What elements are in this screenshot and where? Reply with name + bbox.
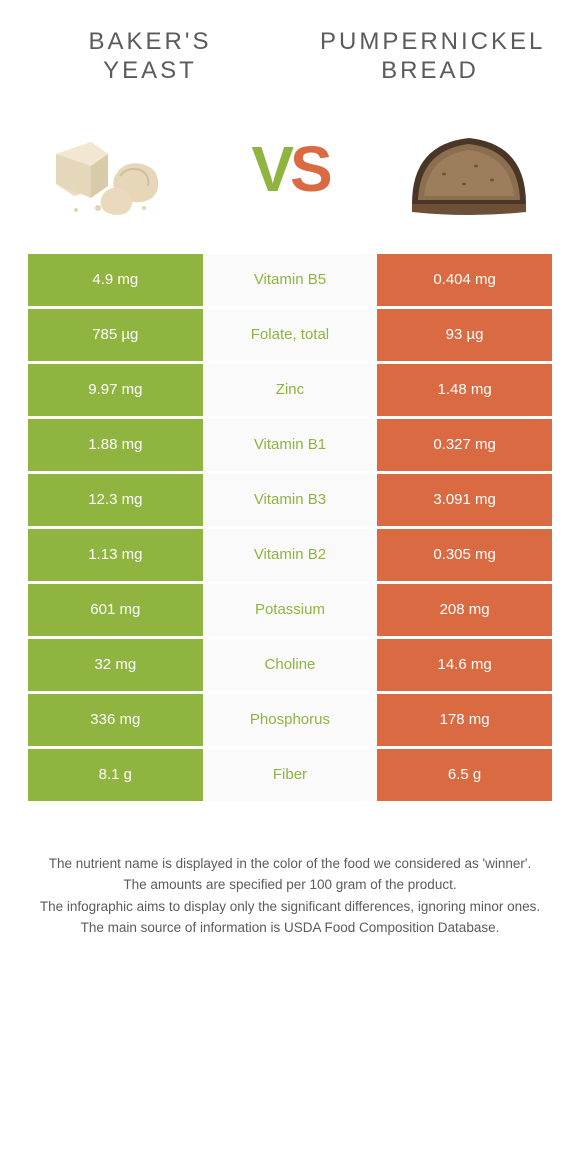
table-row: 9.97 mgZinc1.48 mg — [28, 364, 552, 416]
left-value: 1.13 mg — [28, 529, 203, 581]
vs-label: VS — [251, 132, 328, 206]
table-row: 785 µgFolate, total93 µg — [28, 309, 552, 361]
table-row: 8.1 gFiber6.5 g — [28, 749, 552, 801]
right-value: 14.6 mg — [377, 639, 552, 691]
footer-line: The amounts are specified per 100 gram o… — [34, 875, 546, 895]
nutrient-name: Folate, total — [203, 309, 378, 361]
table-row: 1.13 mgVitamin B20.305 mg — [28, 529, 552, 581]
bread-image — [394, 114, 544, 224]
left-value: 32 mg — [28, 639, 203, 691]
right-value: 0.327 mg — [377, 419, 552, 471]
table-row: 12.3 mgVitamin B33.091 mg — [28, 474, 552, 526]
comparison-table: 4.9 mgVitamin B50.404 mg785 µgFolate, to… — [0, 254, 580, 801]
nutrient-name: Vitamin B2 — [203, 529, 378, 581]
left-value: 12.3 mg — [28, 474, 203, 526]
nutrient-name: Vitamin B1 — [203, 419, 378, 471]
right-food-title: PUMPERNICKELBREAD — [320, 28, 540, 86]
left-food-title: BAKER'SYEAST — [40, 28, 260, 86]
nutrient-name: Potassium — [203, 584, 378, 636]
right-value: 6.5 g — [377, 749, 552, 801]
table-row: 336 mgPhosphorus178 mg — [28, 694, 552, 746]
left-value: 785 µg — [28, 309, 203, 361]
left-value: 336 mg — [28, 694, 203, 746]
table-row: 32 mgCholine14.6 mg — [28, 639, 552, 691]
nutrient-name: Zinc — [203, 364, 378, 416]
right-value: 3.091 mg — [377, 474, 552, 526]
hero-row: VS — [0, 96, 580, 254]
table-row: 1.88 mgVitamin B10.327 mg — [28, 419, 552, 471]
left-value: 601 mg — [28, 584, 203, 636]
nutrient-name: Vitamin B3 — [203, 474, 378, 526]
footer-line: The main source of information is USDA F… — [34, 918, 546, 938]
footer-notes: The nutrient name is displayed in the co… — [0, 804, 580, 938]
yeast-image — [36, 114, 186, 224]
table-row: 601 mgPotassium208 mg — [28, 584, 552, 636]
left-value: 4.9 mg — [28, 254, 203, 306]
nutrient-name: Vitamin B5 — [203, 254, 378, 306]
right-value: 178 mg — [377, 694, 552, 746]
left-value: 1.88 mg — [28, 419, 203, 471]
right-value: 1.48 mg — [377, 364, 552, 416]
vs-s: S — [290, 132, 329, 206]
header: BAKER'SYEAST PUMPERNICKELBREAD — [0, 0, 580, 96]
right-value: 0.305 mg — [377, 529, 552, 581]
vs-v: V — [251, 132, 290, 206]
table-row: 4.9 mgVitamin B50.404 mg — [28, 254, 552, 306]
left-value: 9.97 mg — [28, 364, 203, 416]
nutrient-name: Choline — [203, 639, 378, 691]
nutrient-name: Phosphorus — [203, 694, 378, 746]
right-value: 208 mg — [377, 584, 552, 636]
left-value: 8.1 g — [28, 749, 203, 801]
footer-line: The nutrient name is displayed in the co… — [34, 854, 546, 874]
nutrient-name: Fiber — [203, 749, 378, 801]
footer-line: The infographic aims to display only the… — [34, 897, 546, 917]
right-value: 0.404 mg — [377, 254, 552, 306]
right-value: 93 µg — [377, 309, 552, 361]
